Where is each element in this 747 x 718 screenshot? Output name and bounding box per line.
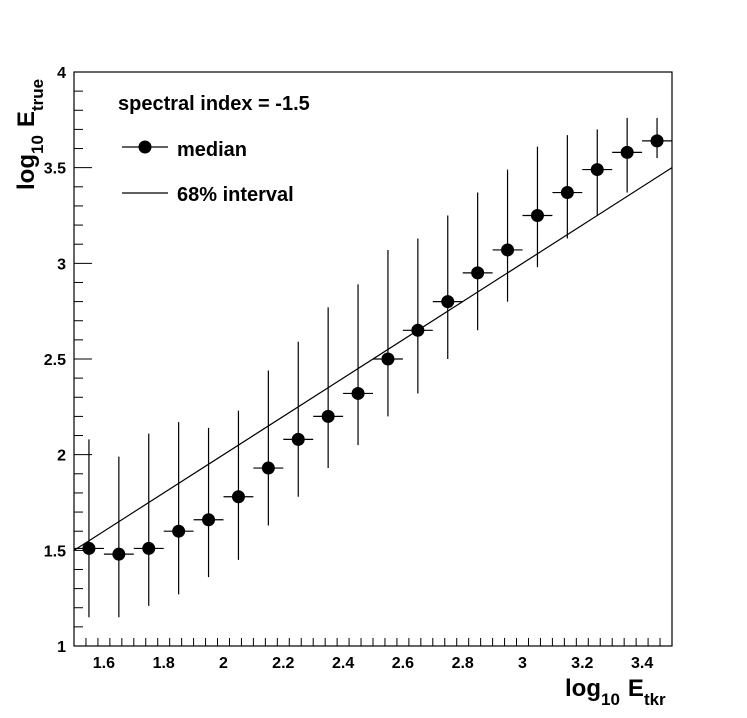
median-points-group	[74, 117, 672, 618]
median-point	[441, 295, 455, 309]
y-tick-label: 2.5	[44, 352, 66, 369]
x-tick-label: 2.6	[392, 655, 414, 672]
x-tick-label: 3.2	[571, 655, 593, 672]
median-point	[411, 323, 425, 337]
y-tick-label: 1.5	[44, 543, 66, 560]
x-tick-label: 2.2	[272, 655, 294, 672]
legend: spectral index = -1.5 median 68% interva…	[118, 93, 310, 206]
x-tick-label: 1.6	[93, 655, 115, 672]
legend-median-marker	[138, 140, 152, 154]
median-point	[82, 541, 96, 555]
median-point	[142, 541, 156, 555]
legend-median-label: median	[177, 139, 247, 161]
median-point	[202, 513, 216, 527]
y-axis-title: log10Etrue	[13, 79, 47, 190]
median-point	[231, 490, 245, 504]
median-point	[291, 432, 305, 446]
median-point	[530, 209, 544, 222]
median-point	[172, 524, 186, 538]
median-point	[590, 163, 604, 177]
median-point	[351, 386, 365, 400]
y-tick-label: 2	[57, 448, 66, 465]
x-axis-title: log10 Etkr	[565, 675, 666, 709]
median-point	[112, 547, 126, 561]
x-axis-ticks: 1.6 1.8 2 2.2 2.4 2.6 2.8 3 3.2 3.4	[73, 638, 673, 672]
x-tick-label: 3	[518, 655, 527, 672]
median-point	[620, 145, 634, 159]
median-point	[471, 266, 485, 280]
x-tick-label: 2.4	[332, 655, 354, 672]
x-tick-label: 2.8	[452, 655, 474, 672]
median-point	[650, 134, 664, 148]
median-point	[261, 461, 275, 475]
y-tick-label: 3	[57, 256, 66, 273]
x-tick-label: 3.4	[631, 655, 653, 672]
legend-interval-label: 68% interval	[177, 184, 294, 206]
legend-annotation: spectral index = -1.5	[118, 93, 310, 115]
median-point	[321, 409, 335, 423]
median-point	[560, 186, 574, 200]
median-point	[381, 352, 395, 366]
median-point	[501, 243, 515, 257]
y-tick-label: 4	[57, 65, 66, 82]
y-tick-label: 3.5	[44, 161, 66, 178]
x-tick-label: 1.8	[153, 655, 175, 672]
y-axis-ticks: 1 1.5 2 2.5 3 3.5 4	[44, 65, 92, 656]
x-tick-label: 2	[219, 655, 228, 672]
y-tick-label: 1	[57, 639, 66, 656]
